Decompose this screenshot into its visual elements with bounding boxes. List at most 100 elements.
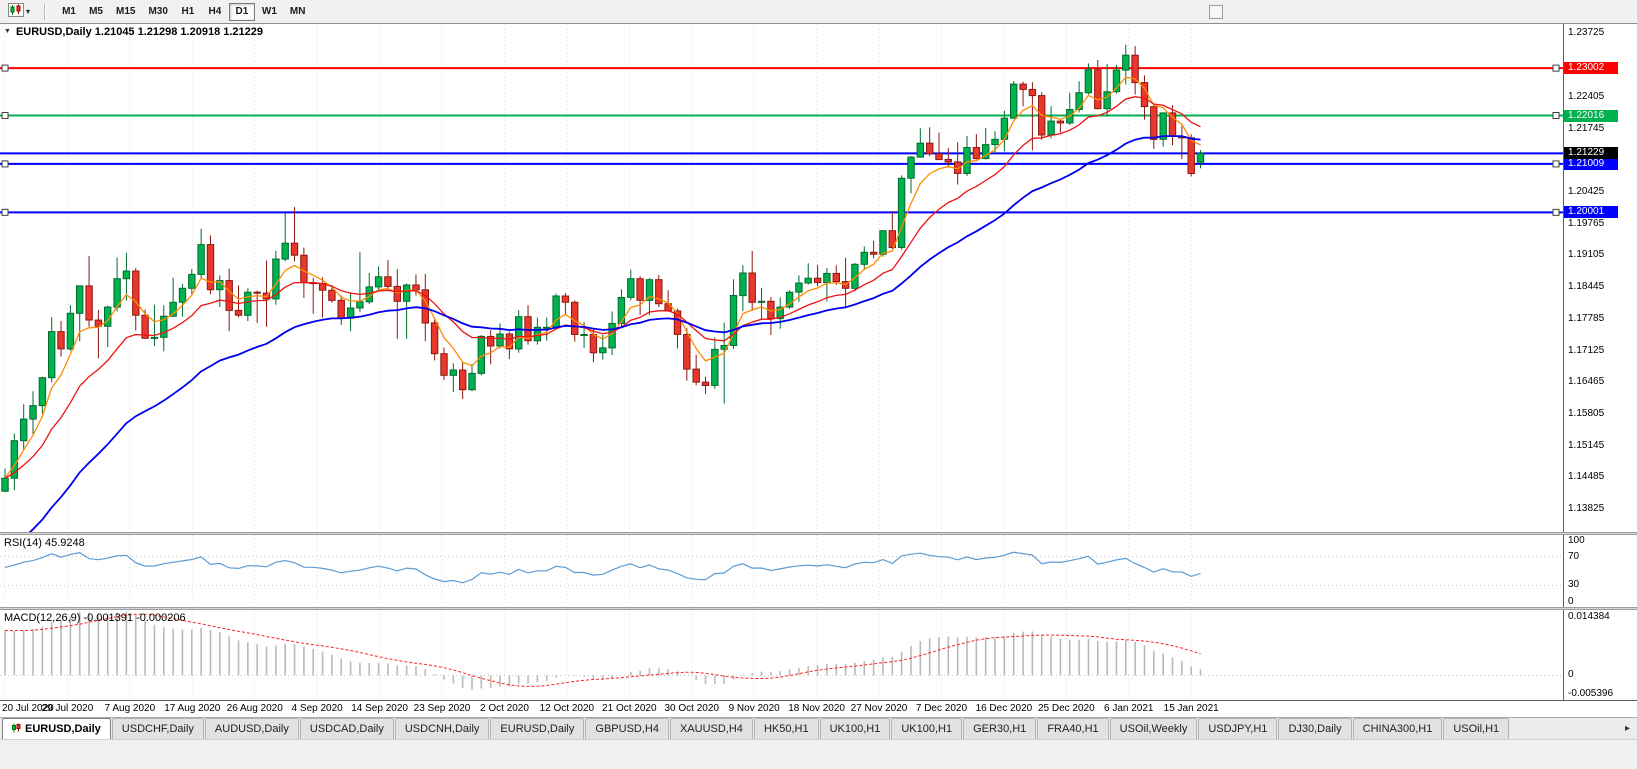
timeframe-button-m5[interactable]: M5 bbox=[83, 3, 109, 21]
date-label: 30 Oct 2020 bbox=[664, 703, 719, 714]
chart-tab-ger30-h1[interactable]: GER30,H1 bbox=[963, 718, 1037, 739]
rsi-label: RSI(14) 45.9248 bbox=[4, 537, 85, 549]
chart-tab-usdcad-daily[interactable]: USDCAD,Daily bbox=[299, 718, 394, 739]
chart-tab-dj30-daily[interactable]: DJ30,Daily bbox=[1278, 718, 1352, 739]
rsi-scale-label: 70 bbox=[1568, 550, 1580, 562]
ma-slow-line[interactable] bbox=[5, 135, 1201, 532]
rsi-canvas[interactable] bbox=[0, 535, 1563, 607]
date-label: 9 Nov 2020 bbox=[728, 703, 780, 714]
timeframe-button-w1[interactable]: W1 bbox=[256, 3, 283, 21]
chart-tab-hk50-h1[interactable]: HK50,H1 bbox=[753, 718, 819, 739]
date-label: 25 Dec 2020 bbox=[1037, 703, 1095, 714]
panel-divider[interactable] bbox=[0, 607, 1637, 610]
chart-tab-usoil-h1[interactable]: USOil,H1 bbox=[1443, 718, 1510, 739]
price-tick: 1.14485 bbox=[1568, 471, 1605, 483]
chart-tab-label: GBPUSD,H4 bbox=[595, 723, 659, 735]
chart-tab-eurusd-daily[interactable]: EURUSD,Daily bbox=[2, 718, 111, 739]
time-axis[interactable]: 20 Jul 2020 29 Jul 2020 7 Aug 2020 17 Aug 2… bbox=[0, 700, 1637, 717]
macd-signal-line[interactable] bbox=[4, 613, 1201, 687]
price-chart-panel[interactable]: 1.237251.224051.217451.210851.204251.197… bbox=[0, 24, 1637, 532]
line-selection-handle[interactable] bbox=[1552, 160, 1560, 168]
date-label: 7 Aug 2020 bbox=[104, 703, 156, 714]
date-label: 26 Aug 2020 bbox=[226, 703, 283, 714]
macd-histogram bbox=[4, 611, 1202, 690]
chart-tab-label: USDCHF,Daily bbox=[121, 723, 194, 735]
chart-tab-xauusd-h4[interactable]: XAUUSD,H4 bbox=[669, 718, 753, 739]
macd-panel[interactable]: 0.014384 0 -0.005396 MACD(12,26,9) -0.0013… bbox=[0, 610, 1637, 700]
line-selection-handle[interactable] bbox=[1, 112, 9, 120]
macd-scale-label: -0.005396 bbox=[1568, 688, 1614, 699]
chart-tab-label: DJ30,Daily bbox=[1288, 723, 1342, 735]
date-label: 20 Jul 2020 bbox=[2, 703, 54, 714]
price-tick: 1.23725 bbox=[1568, 27, 1605, 39]
chart-tab-fra40-h1[interactable]: FRA40,H1 bbox=[1037, 718, 1109, 739]
rsi-scale: 100 70 30 0 bbox=[1563, 535, 1637, 607]
candlestick-chart-icon bbox=[12, 723, 21, 736]
candles-layer bbox=[1, 44, 1205, 493]
chart-tab-china300-h1[interactable]: CHINA300,H1 bbox=[1352, 718, 1443, 739]
status-bar bbox=[0, 739, 1637, 769]
price-badge-1.22016: 1.22016 bbox=[1564, 109, 1618, 122]
chart-tab-usdchf-daily[interactable]: USDCHF,Daily bbox=[111, 718, 204, 739]
symbol-ohlc-text: EURUSD,Daily 1.21045 1.21298 1.20918 1.2… bbox=[15, 26, 264, 38]
macd-scale: 0.014384 0 -0.005396 bbox=[1563, 610, 1637, 700]
chart-tab-gbpusd-h4[interactable]: GBPUSD,H4 bbox=[585, 718, 669, 739]
price-tick: 1.15145 bbox=[1568, 439, 1605, 451]
chart-tab-label: USOil,H1 bbox=[1453, 723, 1500, 735]
price-tick: 1.19105 bbox=[1568, 249, 1605, 261]
rsi-panel[interactable]: 100 70 30 0 RSI(14) 45.9248 bbox=[0, 535, 1637, 607]
price-tick: 1.19765 bbox=[1568, 217, 1605, 229]
panel-divider[interactable] bbox=[0, 532, 1637, 535]
line-selection-handle[interactable] bbox=[1, 64, 9, 72]
line-selection-handle[interactable] bbox=[1552, 64, 1560, 72]
price-tick: 1.17785 bbox=[1568, 312, 1605, 324]
chart-tab-audusd-daily[interactable]: AUDUSD,Daily bbox=[204, 718, 299, 739]
chart-tab-bar: EURUSD,Daily USDCHF,Daily AUDUSD,Daily USDC… bbox=[0, 717, 1637, 739]
chart-tab-label: AUDUSD,Daily bbox=[214, 723, 289, 735]
timeframe-button-m1[interactable]: M1 bbox=[56, 3, 82, 21]
line-selection-handle[interactable] bbox=[1, 208, 9, 216]
price-chart-canvas[interactable] bbox=[0, 24, 1563, 532]
timeframe-button-h1[interactable]: H1 bbox=[175, 3, 201, 21]
chart-tab-label: UK100,H1 bbox=[901, 723, 953, 735]
rsi-scale-label: 30 bbox=[1568, 579, 1580, 591]
symbol-ohlc-info: ▼ EURUSD,Daily 1.21045 1.21298 1.20918 1.… bbox=[4, 26, 263, 38]
chart-tab-label: USOil,Weekly bbox=[1119, 723, 1188, 735]
price-tick: 1.21745 bbox=[1568, 122, 1605, 134]
date-label: 7 Dec 2020 bbox=[915, 703, 968, 714]
timeframe-button-m30[interactable]: M30 bbox=[142, 3, 173, 21]
timeframe-button-m15[interactable]: M15 bbox=[110, 3, 141, 21]
macd-canvas[interactable] bbox=[0, 610, 1563, 700]
chart-tab-label: XAUUSD,H4 bbox=[679, 723, 743, 735]
chart-area: 1.237251.224051.217451.210851.204251.197… bbox=[0, 24, 1637, 717]
rsi-line[interactable] bbox=[4, 551, 1201, 584]
chart-tab-label: USDCAD,Daily bbox=[309, 723, 384, 735]
chart-tab-label: HK50,H1 bbox=[763, 723, 809, 735]
line-selection-handle[interactable] bbox=[1, 160, 9, 168]
macd-scale-label: 0 bbox=[1568, 669, 1574, 681]
ma-mid-line[interactable] bbox=[4, 96, 1201, 479]
chart-tab-usoil-weekly[interactable]: USOil,Weekly bbox=[1109, 718, 1198, 739]
ma-fast-line[interactable] bbox=[4, 76, 1201, 479]
timeframe-button-d1[interactable]: D1 bbox=[228, 2, 255, 21]
chart-tab-usdjpy-h1[interactable]: USDJPY,H1 bbox=[1198, 718, 1278, 739]
chart-window-button[interactable] bbox=[1209, 5, 1223, 19]
rsi-scale-label: 100 bbox=[1568, 535, 1585, 546]
chart-tab-eurusd-daily[interactable]: EURUSD,Daily bbox=[490, 718, 585, 739]
line-selection-handle[interactable] bbox=[1552, 112, 1560, 120]
chart-tab-uk100-h1[interactable]: UK100,H1 bbox=[819, 718, 891, 739]
chart-type-button[interactable]: ▾ bbox=[4, 2, 34, 22]
price-badge-1.21229: 1.21229 bbox=[1564, 147, 1618, 160]
timeframe-button-h4[interactable]: H4 bbox=[202, 3, 228, 21]
chart-tab-uk100-h1[interactable]: UK100,H1 bbox=[891, 718, 963, 739]
tabs-scroll-right-button[interactable]: ▸ bbox=[1620, 720, 1635, 736]
date-label: 17 Aug 2020 bbox=[164, 703, 221, 714]
date-label: 15 Jan 2021 bbox=[1163, 703, 1219, 714]
line-selection-handle[interactable] bbox=[1552, 208, 1560, 216]
price-scale[interactable]: 1.237251.224051.217451.210851.204251.197… bbox=[1563, 24, 1637, 532]
price-badge-1.23002: 1.23002 bbox=[1564, 62, 1618, 75]
chart-tab-usdcnh-daily[interactable]: USDCNH,Daily bbox=[394, 718, 490, 739]
price-badge-1.21009: 1.21009 bbox=[1564, 157, 1618, 170]
timeframe-button-mn[interactable]: MN bbox=[284, 3, 312, 21]
